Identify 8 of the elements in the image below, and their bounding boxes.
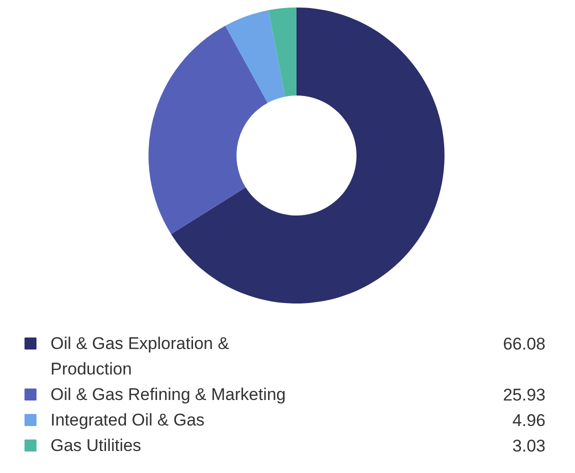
data-label: 66.08 bbox=[502, 334, 546, 354]
legend-label: Oil & Gas Refining & Marketing bbox=[50, 385, 286, 404]
legend-label: Gas Utilities bbox=[50, 436, 142, 455]
data-label: 25.93 bbox=[502, 386, 546, 404]
legend-label: Oil & Gas Exploration & Production bbox=[50, 334, 230, 378]
data-label: 4.96 bbox=[512, 411, 546, 430]
legend-label: Integrated Oil & Gas bbox=[50, 410, 205, 430]
data-label: 3.03 bbox=[512, 436, 546, 456]
